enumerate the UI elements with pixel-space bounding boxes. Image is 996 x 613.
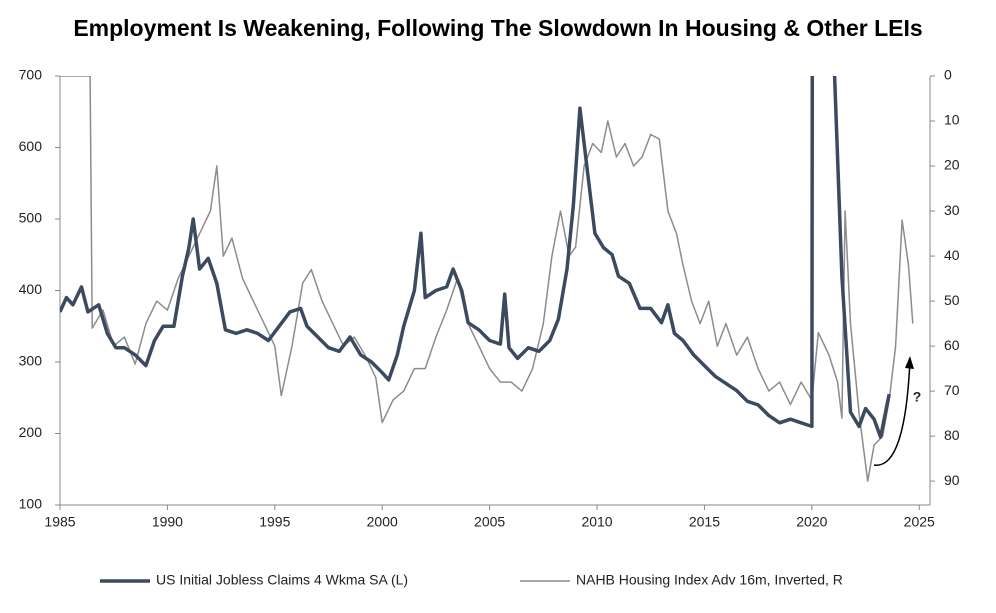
y2-tick-label: 20 — [944, 157, 960, 173]
legend-label: US Initial Jobless Claims 4 Wkma SA (L) — [156, 572, 408, 588]
x-tick-label: 1985 — [44, 514, 75, 530]
x-tick-label: 2005 — [474, 514, 505, 530]
series-line — [60, 76, 914, 482]
y2-tick-label: 80 — [944, 427, 960, 443]
y2-tick-label: 10 — [944, 112, 960, 128]
y-tick-label: 300 — [19, 353, 43, 369]
x-tick-label: 1995 — [259, 514, 290, 530]
y-tick-label: 500 — [19, 210, 43, 226]
x-tick-label: 2025 — [904, 514, 935, 530]
y-tick-label: 100 — [19, 496, 43, 512]
arrow-head — [905, 356, 914, 369]
y-tick-label: 600 — [19, 138, 43, 154]
arrow — [873, 359, 911, 466]
x-tick-label: 2010 — [581, 514, 612, 530]
y-tick-label: 200 — [19, 424, 43, 440]
y2-tick-label: 70 — [944, 382, 960, 398]
y2-tick-label: 30 — [944, 202, 960, 218]
legend-label: NAHB Housing Index Adv 16m, Inverted, R — [576, 572, 843, 588]
y-tick-label: 700 — [19, 67, 43, 83]
x-tick-label: 2000 — [367, 514, 398, 530]
y-tick-label: 400 — [19, 281, 43, 297]
y2-tick-label: 90 — [944, 472, 960, 488]
y2-tick-label: 60 — [944, 337, 960, 353]
chart-title: Employment Is Weakening, Following The S… — [73, 15, 922, 41]
plot-area — [60, 76, 914, 482]
y2-tick-label: 40 — [944, 247, 960, 263]
x-tick-label: 1990 — [152, 514, 183, 530]
y2-tick-label: 0 — [944, 67, 952, 83]
x-tick-label: 2020 — [796, 514, 827, 530]
x-tick-label: 2015 — [689, 514, 720, 530]
series-line — [60, 76, 891, 439]
y2-tick-label: 50 — [944, 292, 960, 308]
annotation: ? — [913, 389, 922, 405]
